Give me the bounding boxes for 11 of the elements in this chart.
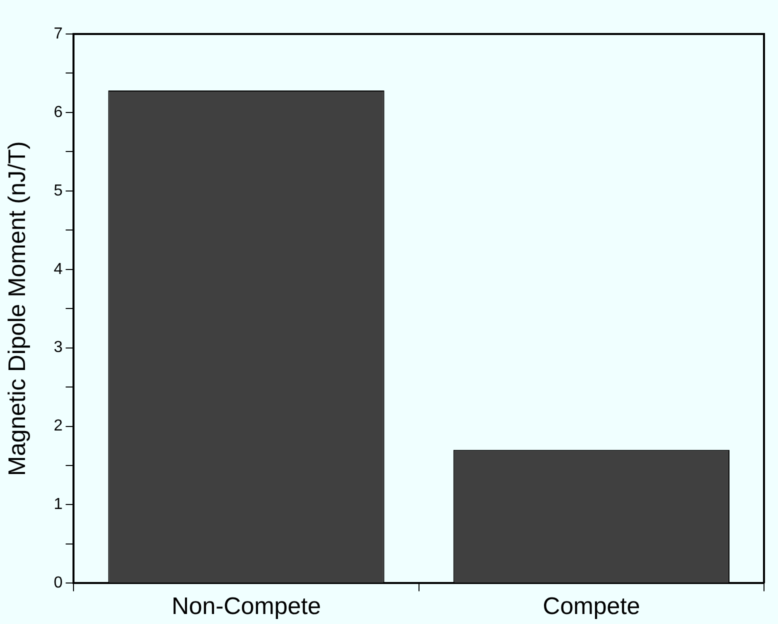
- y-tick-label: 1: [54, 496, 63, 514]
- y-axis-title: Magnetic Dipole Moment (nJ/T): [4, 141, 32, 476]
- x-tick-label: Non-Compete: [172, 593, 321, 620]
- y-tick-label: 3: [54, 339, 63, 356]
- y-tick-label: 4: [54, 260, 63, 278]
- y-tick-label: 2: [54, 418, 63, 435]
- y-tick-label: 6: [54, 104, 63, 121]
- y-tick-label: 5: [54, 182, 63, 200]
- x-tick-label: Compete: [542, 593, 640, 620]
- y-tick-label: 7: [54, 25, 63, 42]
- y-tick-label: 0: [54, 574, 63, 592]
